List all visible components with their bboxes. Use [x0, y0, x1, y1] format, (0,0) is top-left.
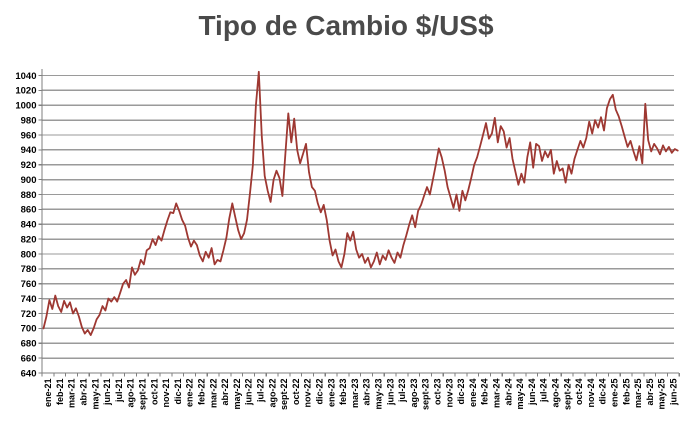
svg-text:880: 880 [21, 190, 37, 201]
svg-text:sept-24: sept-24 [562, 379, 572, 411]
svg-text:mar-24: mar-24 [492, 379, 502, 409]
svg-text:660: 660 [21, 353, 37, 364]
svg-text:abr-23: abr-23 [362, 379, 372, 406]
svg-text:820: 820 [21, 234, 37, 245]
svg-text:780: 780 [21, 264, 37, 275]
svg-text:ago-23: ago-23 [409, 379, 419, 408]
svg-text:nov-24: nov-24 [586, 379, 596, 408]
svg-text:ene-25: ene-25 [610, 379, 620, 408]
svg-text:ene-24: ene-24 [468, 379, 478, 408]
svg-text:nov-22: nov-22 [303, 379, 313, 408]
svg-text:may-25: may-25 [657, 379, 667, 410]
svg-text:nov-23: nov-23 [444, 379, 454, 408]
svg-text:jun-24: jun-24 [527, 379, 537, 407]
svg-text:mar-25: mar-25 [633, 379, 643, 409]
svg-text:960: 960 [21, 130, 37, 141]
svg-text:860: 860 [21, 205, 37, 216]
svg-text:oct-23: oct-23 [433, 379, 443, 406]
svg-text:oct-21: oct-21 [149, 379, 159, 406]
svg-text:740: 740 [21, 294, 37, 305]
svg-text:ago-21: ago-21 [126, 379, 136, 408]
svg-text:ene-22: ene-22 [185, 379, 195, 408]
y-axis-ticks [38, 74, 42, 374]
svg-text:mar-22: mar-22 [208, 379, 218, 409]
svg-text:mar-23: mar-23 [350, 379, 360, 409]
svg-text:may-22: may-22 [232, 379, 242, 410]
svg-text:abr-24: abr-24 [503, 379, 513, 406]
svg-text:ago-22: ago-22 [267, 379, 277, 408]
svg-text:may-21: may-21 [90, 379, 100, 410]
svg-text:ene-21: ene-21 [43, 379, 53, 408]
svg-text:dic-21: dic-21 [173, 379, 183, 405]
svg-text:ago-24: ago-24 [551, 379, 561, 408]
svg-text:oct-22: oct-22 [291, 379, 301, 406]
svg-text:jul-24: jul-24 [539, 379, 549, 404]
svg-text:640: 640 [21, 368, 37, 379]
svg-text:760: 760 [21, 279, 37, 290]
svg-text:980: 980 [21, 115, 37, 126]
svg-text:mar-21: mar-21 [67, 379, 77, 409]
svg-text:680: 680 [21, 339, 37, 350]
svg-text:800: 800 [21, 249, 37, 260]
svg-text:sept-21: sept-21 [138, 379, 148, 411]
svg-text:feb-24: feb-24 [480, 379, 490, 406]
svg-text:jul-23: jul-23 [397, 379, 407, 404]
svg-text:abr-25: abr-25 [645, 379, 655, 406]
svg-text:jun-22: jun-22 [244, 379, 254, 407]
svg-text:may-24: may-24 [515, 379, 525, 410]
svg-text:jul-21: jul-21 [114, 379, 124, 404]
svg-text:jul-22: jul-22 [256, 379, 266, 404]
svg-text:jun-23: jun-23 [385, 379, 395, 407]
svg-text:sept-22: sept-22 [279, 379, 289, 411]
svg-text:jun-25: jun-25 [669, 379, 679, 407]
svg-text:ene-23: ene-23 [326, 379, 336, 408]
svg-text:abr-21: abr-21 [79, 379, 89, 406]
svg-text:nov-21: nov-21 [161, 379, 171, 408]
gridlines [42, 74, 674, 359]
x-axis-labels: ene-21 feb-21 mar-21 abr-21 may-21 jun-21 jul-… [43, 379, 678, 411]
x-axis-ticks [41, 373, 680, 377]
svg-text:sept-23: sept-23 [421, 379, 431, 411]
y-axis-labels: 640 660 680 700 720 740 760 780 800 820 840 860 880 9… [15, 71, 37, 379]
svg-text:920: 920 [21, 160, 37, 171]
axes [41, 69, 679, 374]
svg-text:940: 940 [21, 145, 37, 156]
svg-text:may-23: may-23 [374, 379, 384, 410]
svg-text:dic-22: dic-22 [315, 379, 325, 405]
svg-text:720: 720 [21, 309, 37, 320]
svg-text:jun-21: jun-21 [102, 379, 112, 407]
svg-text:abr-22: abr-22 [220, 379, 230, 406]
data-series [42, 70, 679, 337]
svg-text:840: 840 [21, 220, 37, 231]
svg-text:feb-23: feb-23 [338, 379, 348, 406]
svg-text:1020: 1020 [15, 86, 36, 97]
svg-text:oct-24: oct-24 [574, 379, 584, 406]
svg-text:dic-24: dic-24 [598, 379, 608, 405]
exchange-rate-line [42, 70, 679, 337]
svg-text:700: 700 [21, 324, 37, 335]
svg-text:dic-23: dic-23 [456, 379, 466, 405]
svg-text:1000: 1000 [15, 101, 36, 112]
svg-text:feb-22: feb-22 [197, 379, 207, 406]
svg-text:feb-25: feb-25 [621, 379, 631, 406]
chart-title: Tipo de Cambio $/US$ [198, 10, 494, 41]
svg-text:1040: 1040 [15, 71, 36, 82]
svg-text:feb-21: feb-21 [55, 379, 65, 406]
svg-text:900: 900 [21, 175, 37, 186]
